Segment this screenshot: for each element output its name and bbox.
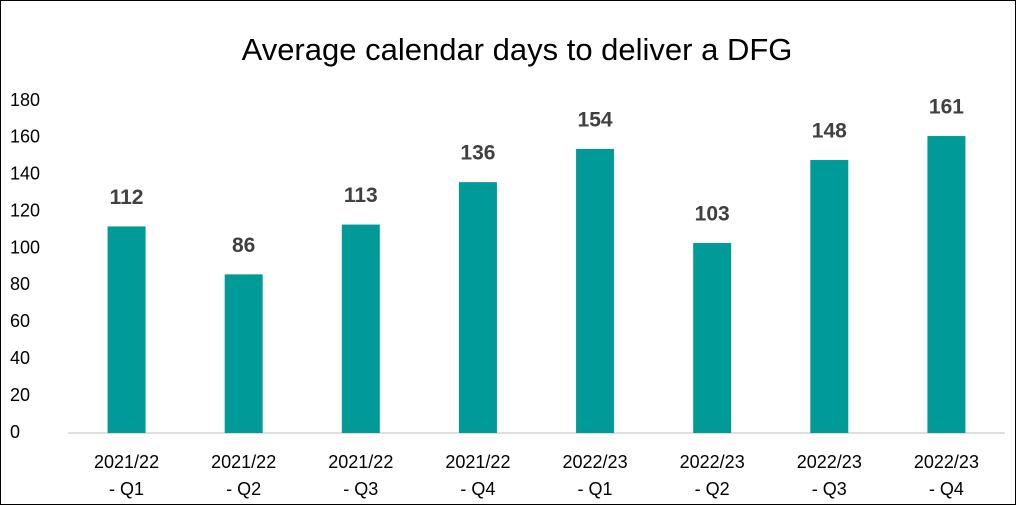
- bar: [107, 226, 146, 433]
- y-tick-label: 160: [10, 127, 40, 147]
- y-tick-label: 20: [10, 385, 30, 405]
- x-tick-label: 2022/23- Q2: [680, 452, 745, 499]
- chart-title: Average calendar days to deliver a DFG: [242, 32, 793, 67]
- y-tick-label: 0: [10, 422, 20, 442]
- y-tick-label: 40: [10, 348, 30, 368]
- y-tick-label: 180: [10, 90, 40, 110]
- value-label: 103: [695, 203, 730, 226]
- bar: [693, 243, 732, 433]
- bar: [224, 274, 263, 433]
- y-tick-label: 60: [10, 311, 30, 331]
- x-tick-label: 2021/22- Q3: [328, 452, 393, 499]
- value-label: 154: [578, 109, 613, 132]
- value-label: 112: [110, 186, 144, 209]
- y-tick-label: 100: [10, 237, 40, 257]
- bar: [458, 182, 497, 433]
- value-label: 148: [812, 120, 847, 143]
- x-tick-label: 2021/22- Q1: [94, 452, 159, 499]
- y-tick-label: 120: [10, 200, 40, 220]
- x-tick-label: 2022/23- Q4: [914, 452, 979, 499]
- bar: [810, 160, 849, 433]
- value-label: 86: [232, 234, 255, 257]
- value-label: 161: [929, 96, 964, 119]
- y-tick-label: 140: [10, 164, 40, 184]
- x-tick-label: 2021/22- Q2: [211, 452, 276, 499]
- bar: [927, 136, 966, 434]
- y-tick-label: 80: [10, 274, 30, 294]
- bar: [576, 148, 615, 433]
- x-tick-label: 2022/23- Q1: [563, 452, 628, 499]
- x-tick-label: 2022/23- Q3: [797, 452, 862, 499]
- value-label: 113: [344, 184, 378, 207]
- bar: [341, 224, 380, 433]
- value-label: 136: [460, 142, 495, 165]
- x-tick-label: 2021/22- Q4: [445, 452, 510, 499]
